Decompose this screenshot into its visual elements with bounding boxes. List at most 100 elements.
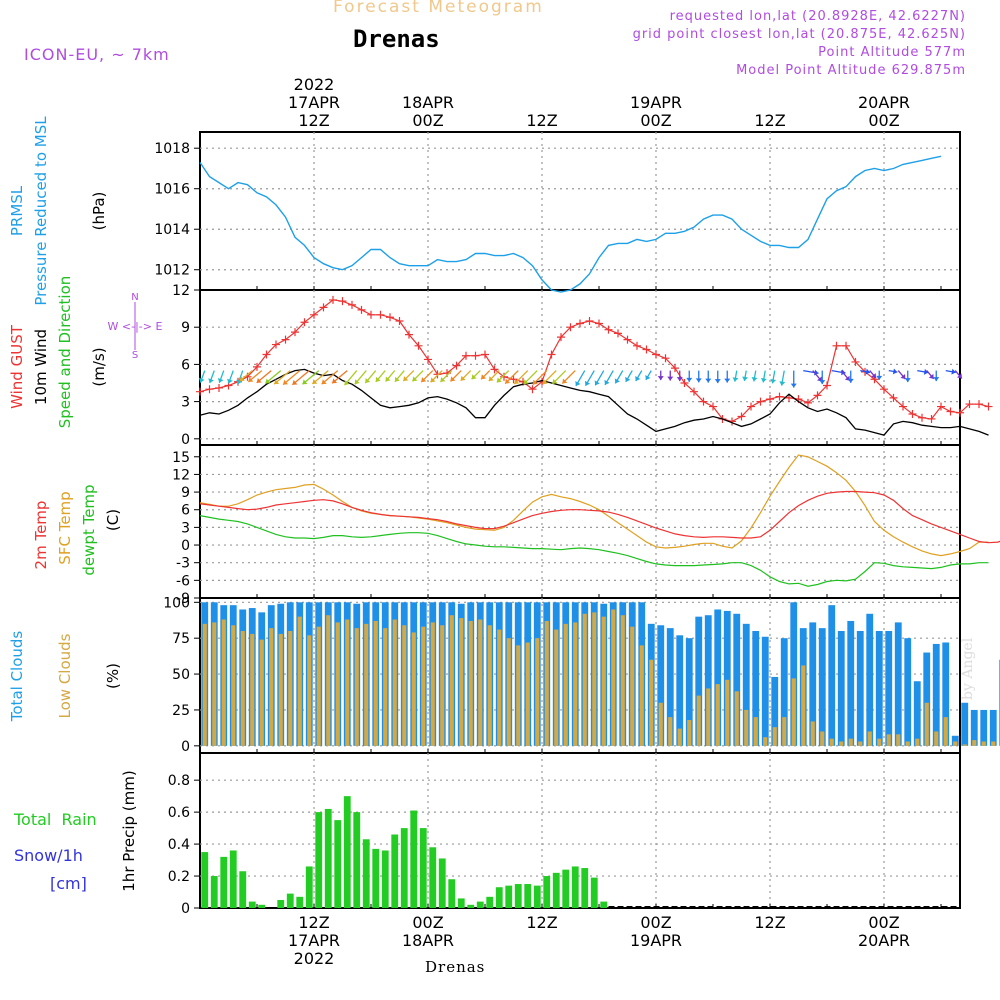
wind-barb bbox=[282, 370, 301, 386]
low-cloud-bar bbox=[525, 642, 530, 746]
wind-barb-head bbox=[403, 376, 409, 382]
total-cloud-bar bbox=[818, 628, 826, 746]
total-cloud-bar bbox=[780, 638, 788, 746]
temp-2m-line bbox=[199, 490, 1000, 544]
wind-barb bbox=[732, 370, 739, 382]
y-tick-label: 12 bbox=[172, 467, 190, 483]
time-label-bottom: 18APR bbox=[402, 931, 454, 950]
low-cloud-bar bbox=[734, 691, 739, 746]
label-total-rain: Total Rain bbox=[13, 810, 97, 829]
low-cloud-bar bbox=[896, 734, 901, 746]
y-tick-label: -6 bbox=[176, 573, 190, 589]
wind-barb bbox=[344, 370, 358, 386]
low-cloud-bar bbox=[677, 728, 682, 746]
wind-barb-head bbox=[742, 376, 749, 381]
wind-barb bbox=[331, 370, 348, 384]
wind-barb-head bbox=[227, 378, 233, 384]
wind-barb bbox=[790, 370, 797, 388]
label-snow-cm: [cm] bbox=[50, 874, 87, 893]
panel-wind bbox=[194, 289, 961, 446]
time-label-bottom: 17APR bbox=[288, 931, 340, 950]
label-speed-direction: Speed and Direction bbox=[56, 276, 74, 429]
low-cloud-bar bbox=[915, 738, 920, 746]
low-cloud-bar bbox=[848, 738, 853, 746]
wind-barb-head bbox=[332, 378, 338, 384]
low-cloud-bar bbox=[544, 620, 549, 746]
wind-barb-head bbox=[302, 379, 308, 385]
time-label-top: 00Z bbox=[640, 111, 671, 130]
y-tick-label: 6 bbox=[181, 503, 190, 519]
wind-barb-head bbox=[635, 376, 641, 381]
wind-barb bbox=[208, 370, 215, 384]
wind-barb-head bbox=[412, 376, 418, 382]
low-cloud-bar bbox=[335, 622, 340, 746]
wind-barb bbox=[439, 370, 453, 383]
wind-barb bbox=[532, 370, 548, 386]
gust-marker bbox=[604, 325, 613, 334]
time-label-top: 12Z bbox=[526, 111, 557, 130]
rain-bar bbox=[562, 869, 570, 908]
wind-barb-head bbox=[871, 373, 877, 379]
rain-bar bbox=[438, 858, 446, 908]
ylabel-pressure: (hPa) bbox=[90, 192, 108, 231]
y-tick-label: -9 bbox=[176, 591, 190, 607]
rain-bar bbox=[571, 866, 579, 908]
gust-marker bbox=[291, 328, 299, 337]
rain-bar bbox=[315, 812, 323, 908]
total-cloud-bar bbox=[723, 610, 731, 746]
total-cloud-bar bbox=[885, 631, 893, 746]
gust-marker bbox=[823, 381, 831, 390]
wind-barb bbox=[779, 370, 786, 386]
y-tick-label: 0 bbox=[181, 901, 190, 917]
wind-barb-head bbox=[724, 378, 731, 383]
wind-barb-head bbox=[344, 380, 350, 386]
compass-north: N bbox=[131, 292, 138, 303]
wind-barb bbox=[385, 370, 396, 382]
y-tick-label: 0 bbox=[181, 432, 190, 448]
wind-barb-head bbox=[956, 373, 962, 379]
gust-marker bbox=[376, 310, 385, 319]
wind-barb bbox=[311, 370, 329, 385]
wind-barb bbox=[471, 370, 481, 380]
time-label-top: 00Z bbox=[412, 111, 443, 130]
y-tick-label: 0 bbox=[181, 739, 190, 755]
wind-barb-head bbox=[321, 379, 327, 385]
wind-barb bbox=[542, 370, 557, 385]
wind-barb bbox=[945, 368, 956, 375]
time-label-top: 12Z bbox=[298, 111, 329, 130]
wind-barb-head bbox=[274, 379, 280, 385]
gust-marker bbox=[462, 351, 470, 360]
time-label-bottom: 20APR bbox=[858, 931, 910, 950]
wind-barb bbox=[686, 370, 693, 382]
wind-barb-head bbox=[575, 381, 581, 386]
low-cloud-bar bbox=[297, 616, 302, 746]
low-cloud-bar bbox=[820, 731, 825, 746]
gust-marker bbox=[661, 354, 670, 363]
gust-marker bbox=[395, 317, 404, 325]
label-dewpt-temp: dewpt Temp bbox=[80, 484, 98, 575]
gust-marker bbox=[338, 297, 347, 306]
low-cloud-bar bbox=[554, 629, 559, 746]
low-cloud-bar bbox=[753, 717, 758, 746]
gust-marker bbox=[690, 387, 698, 396]
rain-bar bbox=[505, 885, 513, 908]
total-cloud-bar bbox=[685, 638, 693, 746]
model-altitude: Model Point Altitude 629.875m bbox=[736, 63, 966, 78]
gust-marker bbox=[975, 400, 983, 409]
total-cloud-bar bbox=[961, 702, 969, 746]
wind-barb bbox=[291, 370, 310, 386]
gust-marker bbox=[842, 341, 850, 350]
total-cloud-bar bbox=[866, 613, 874, 746]
wind-barb-head bbox=[312, 379, 318, 384]
wind-barb-head bbox=[951, 368, 956, 375]
wind-barb bbox=[513, 370, 529, 385]
time-label-top: 12Z bbox=[754, 111, 785, 130]
total-cloud-bar bbox=[837, 631, 845, 746]
wind-barb bbox=[523, 370, 538, 385]
rain-bar bbox=[362, 839, 370, 908]
low-cloud-bar bbox=[772, 727, 777, 746]
low-cloud-bar bbox=[516, 645, 521, 746]
low-cloud-bar bbox=[402, 625, 407, 746]
wind-barb-head bbox=[385, 376, 391, 382]
wind-barb bbox=[667, 370, 674, 381]
